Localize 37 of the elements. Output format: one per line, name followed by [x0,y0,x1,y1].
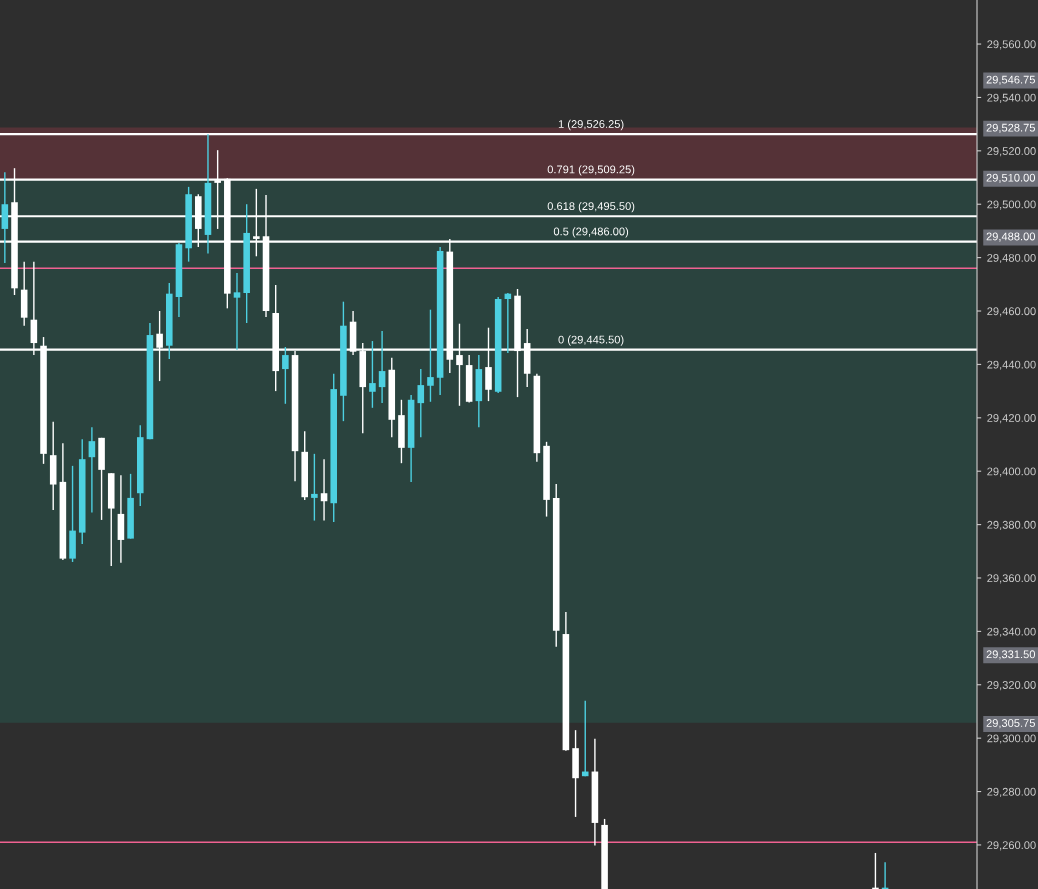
ref-line-label: 0.791 (29,509.25) [547,165,635,176]
y2-tick-label: 29,510.00 [986,173,1036,183]
y2-tick-label: 29,528.75 [986,123,1035,133]
candlestick [378,330,386,404]
y-tick-label: 29,260.00 [987,841,1036,851]
y-tick-label: 29,540.00 [987,93,1036,103]
y-tick-label: 29,560.00 [987,40,1036,50]
ref-line-label: 0 (29,445.50) [558,335,624,346]
candlestick [88,426,96,514]
y-tick-label: 29,520.00 [987,147,1036,157]
candlestick [282,346,289,405]
y-tick-label: 29,320.00 [987,681,1036,691]
y-tick-label: 29,280.00 [987,787,1036,797]
y-tick-label: 29,440.00 [987,360,1036,370]
y-tick-label: 29,460.00 [987,307,1036,317]
candlestick [417,368,425,438]
candlestick [369,340,376,409]
ref-line-label: 0.5 (29,486.00) [553,227,629,238]
y-tick-label: 29,300.00 [987,734,1036,744]
candlestick [581,700,589,777]
candlestick [320,458,328,522]
y-tick-label: 29,480.00 [987,253,1036,264]
y-tick-label: 29,380.00 [987,520,1036,531]
y-tick-label: 29,360.00 [987,574,1036,584]
candlestick [233,272,241,351]
y2-tick-label: 29,305.75 [986,719,1035,729]
y-tick-label: 29,340.00 [987,627,1036,637]
ref-line-label: 1 (29,526.25) [558,119,624,131]
y-tick-label: 29,400.00 [987,467,1036,477]
candlestick [427,308,434,403]
y-tick-label: 29,420.00 [987,414,1036,424]
ref-line-label: 0.618 (29,495.50) [547,201,635,213]
y2-tick-label: 29,331.50 [986,650,1036,660]
candlestick [311,453,318,522]
y2-tick-label: 29,546.75 [986,75,1035,85]
y-tick-label: 29,500.00 [987,200,1036,210]
y2-tick-label: 29,488.00 [986,232,1036,242]
